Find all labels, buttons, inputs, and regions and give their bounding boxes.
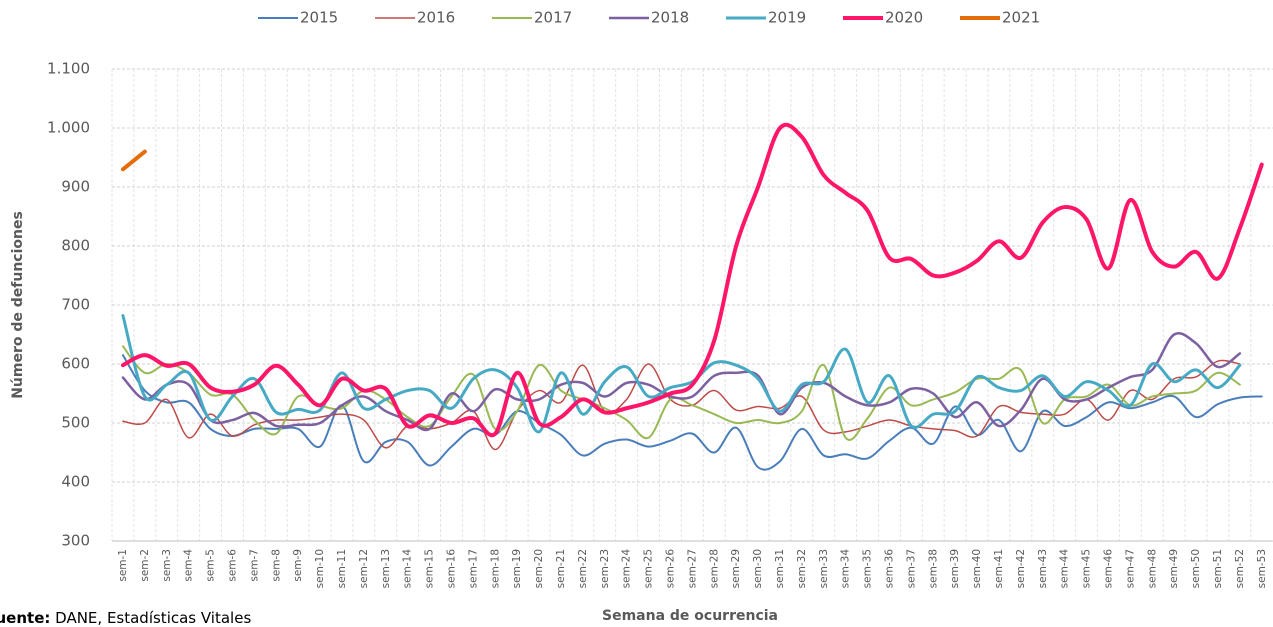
x-tick-label: sem-20 xyxy=(533,549,545,588)
x-tick-label: sem-28 xyxy=(708,549,720,588)
x-tick-label: sem-50 xyxy=(1190,549,1202,588)
y-tick-label: 700 xyxy=(61,296,90,314)
x-tick-label: sem-52 xyxy=(1234,549,1246,588)
y-tick-label: 300 xyxy=(61,532,90,550)
x-axis-title: Semana de ocurrencia xyxy=(602,608,778,624)
source-text: DANE, Estadísticas Vitales xyxy=(55,609,251,627)
x-tick-label: sem-31 xyxy=(774,549,786,588)
x-tick-label: sem-14 xyxy=(402,549,414,589)
legend-label: 2015 xyxy=(300,9,338,27)
x-tick-label: sem-6 xyxy=(226,549,238,582)
x-tick-label: sem-5 xyxy=(205,549,217,582)
y-tick-label: 600 xyxy=(61,355,90,373)
legend-label: 2019 xyxy=(768,9,806,27)
x-tick-label: sem-43 xyxy=(1037,549,1049,588)
x-tick-label: sem-35 xyxy=(862,549,874,588)
x-tick-label: sem-24 xyxy=(621,549,633,589)
y-tick-label: 400 xyxy=(61,473,90,491)
x-tick-label: sem-30 xyxy=(752,549,764,588)
x-tick-label: sem-34 xyxy=(840,549,852,589)
legend-label: 2020 xyxy=(885,9,923,27)
x-tick-label: sem-11 xyxy=(336,549,348,588)
x-tick-label: sem-16 xyxy=(445,549,457,589)
x-tick-label: sem-21 xyxy=(555,549,567,588)
x-tick-label: sem-47 xyxy=(1124,549,1136,588)
legend-label: 2021 xyxy=(1002,9,1040,27)
x-tick-label: sem-53 xyxy=(1256,549,1268,588)
legend-label: 2017 xyxy=(534,9,572,27)
x-tick-label: sem-7 xyxy=(248,549,260,582)
x-tick-label: sem-29 xyxy=(730,549,742,588)
series-line xyxy=(120,149,147,172)
x-tick-label: sem-40 xyxy=(971,549,983,588)
x-tick-label: sem-27 xyxy=(686,549,698,588)
x-tick-label: sem-22 xyxy=(577,549,589,588)
x-tick-label: sem-45 xyxy=(1081,549,1093,588)
x-tick-label: sem-19 xyxy=(511,549,523,588)
x-tick-label: sem-51 xyxy=(1212,549,1224,588)
x-tick-label: sem-17 xyxy=(467,549,479,588)
y-tick-label: 900 xyxy=(61,178,90,196)
x-tick-label: sem-33 xyxy=(818,549,830,588)
x-tick-label: sem-9 xyxy=(292,549,304,582)
x-tick-label: sem-12 xyxy=(358,549,370,588)
x-tick-label: sem-42 xyxy=(1015,549,1027,588)
x-tick-label: sem-2 xyxy=(139,549,151,582)
x-tick-label: sem-32 xyxy=(796,549,808,588)
x-tick-label: sem-15 xyxy=(424,549,436,588)
x-tick-label: sem-41 xyxy=(993,549,1005,588)
y-tick-label: 500 xyxy=(61,414,90,432)
x-tick-label: sem-49 xyxy=(1168,549,1180,588)
series-line xyxy=(120,122,1264,438)
x-tick-label: sem-25 xyxy=(643,549,655,588)
y-axis-title: Número de defunciones xyxy=(10,211,26,399)
x-tick-label: sem-37 xyxy=(905,549,917,588)
y-tick-label: 800 xyxy=(61,237,90,255)
x-tick-label: sem-39 xyxy=(949,549,961,588)
x-tick-label: sem-23 xyxy=(599,549,611,588)
y-tick-label: 1.000 xyxy=(47,119,90,137)
source: Fuente: DANE, Estadísticas Vitales xyxy=(0,609,251,627)
x-tick-label: sem-3 xyxy=(161,549,173,582)
x-tick-label: sem-36 xyxy=(883,549,895,589)
x-tick-label: sem-26 xyxy=(664,549,676,589)
x-tick-label: sem-46 xyxy=(1102,549,1114,589)
source-label: Fuente: xyxy=(0,609,50,627)
legend-label: 2016 xyxy=(417,9,455,27)
series-line xyxy=(121,354,1263,471)
series-line xyxy=(121,314,1242,434)
x-tick-label: sem-44 xyxy=(1059,549,1071,589)
x-tick-label: sem-1 xyxy=(117,549,129,582)
x-tick-label: sem-18 xyxy=(489,549,501,588)
x-tick-label: sem-8 xyxy=(270,549,282,582)
x-tick-label: sem-4 xyxy=(183,549,195,582)
x-tick-label: sem-10 xyxy=(314,549,326,588)
x-tick-label: sem-38 xyxy=(927,549,939,588)
x-tick-label: sem-48 xyxy=(1146,549,1158,588)
y-tick-label: 1.100 xyxy=(47,60,90,78)
legend-label: 2018 xyxy=(651,9,689,27)
x-tick-label: sem-13 xyxy=(380,549,392,588)
